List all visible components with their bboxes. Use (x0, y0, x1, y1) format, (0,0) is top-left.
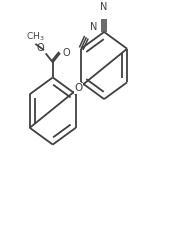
Text: O: O (74, 83, 83, 93)
Text: N: N (90, 22, 97, 32)
Text: CH$_3$: CH$_3$ (26, 30, 45, 43)
Text: O: O (37, 43, 44, 53)
Text: O: O (62, 48, 70, 58)
Text: N: N (100, 2, 108, 12)
